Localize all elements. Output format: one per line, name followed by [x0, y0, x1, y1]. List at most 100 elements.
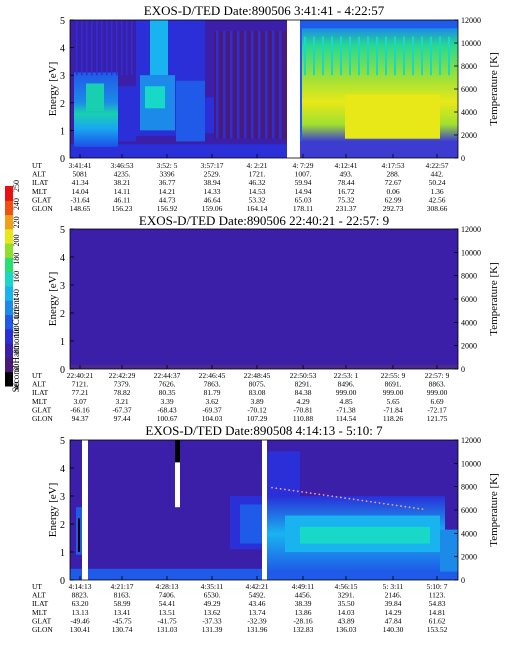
orbit-cell: 4.85 [339, 397, 352, 406]
spectrogram-stripe [183, 20, 185, 81]
spectrogram-stripe [265, 31, 268, 139]
panel-1: EXOS-D/TED Date:890506 3:41:41 - 4:22:57… [32, 3, 500, 213]
spectrogram-stripe [101, 20, 103, 76]
spectrogram-stripe [394, 36, 396, 76]
temperature-dot [374, 501, 377, 504]
temperature-dot [421, 508, 424, 511]
orbit-cell: 100.67 [157, 414, 178, 423]
spectrogram-stripe [412, 36, 414, 76]
orbit-cell: -66.16 [70, 405, 90, 414]
orbit-cell: 54.41 [159, 599, 176, 608]
colorbar-swatch [5, 228, 13, 244]
orbit-cell: -31.64 [70, 195, 90, 204]
orbit-cell: 7626. [159, 380, 176, 389]
orbit-cell: 6.69 [430, 397, 443, 406]
orbit-row-label: ILAT [32, 388, 49, 397]
orbit-cell: 78.82 [114, 388, 131, 397]
y2-tick-label: 0 [461, 576, 465, 585]
spectrogram-stripe [349, 36, 351, 76]
orbit-cell: 7379. [114, 380, 131, 389]
orbit-cell: 4:28:13 [156, 582, 179, 591]
orbit-cell: 22:44:37 [154, 371, 181, 380]
colorbar-swatch [5, 271, 13, 287]
data-gap [82, 440, 88, 580]
colorbar-tick-label: 60 [12, 364, 21, 372]
orbit-cell: 22:57: 9 [425, 371, 450, 380]
y2-tick-label: 4000 [461, 318, 477, 327]
spectrogram-stripe [251, 31, 254, 139]
colorbar-tick-label: 40 [12, 382, 21, 390]
orbit-cell: 4:56:15 [335, 582, 358, 591]
orbit-cell: 13.74 [249, 608, 266, 617]
y2-axis-label: Temperature [K] [488, 262, 500, 335]
orbit-cell: 140.30 [383, 625, 404, 634]
orbit-cell: 16.72 [338, 187, 355, 196]
y2-tick-label: 12000 [461, 225, 481, 234]
y-tick-label: 0 [60, 154, 65, 165]
colorbar-tick-label: 160 [12, 271, 21, 283]
orbit-cell: 156.92 [157, 204, 178, 213]
orbit-cell: -72.17 [427, 405, 447, 414]
orbit-cell: 50.24 [429, 178, 446, 187]
spectrogram-stripe [188, 20, 190, 81]
orbit-cell: 13.62 [204, 608, 221, 617]
spectrogram-stripe [106, 20, 108, 76]
orbit-cell: 94.37 [72, 414, 89, 423]
temperature-dot [404, 505, 407, 508]
orbit-cell: 14.29 [385, 608, 402, 617]
spectrogram-stripe [96, 20, 98, 76]
colorbar-swatch [5, 186, 13, 201]
orbit-cell: 999.00 [427, 388, 448, 397]
orbit-cell: 8691. [385, 380, 402, 389]
orbit-cell: 4235. [114, 170, 131, 179]
orbit-cell: 3291. [338, 591, 355, 600]
y2-tick-label: 10000 [461, 248, 481, 257]
spectrogram-stripe [131, 20, 133, 76]
orbit-cell: 3:46:53 [111, 161, 134, 170]
orbit-cell: -71.84 [383, 405, 403, 414]
orbit-cell: 292.73 [383, 204, 404, 213]
orbit-cell: 5: 3:11 [383, 582, 404, 591]
orbit-cell: 80.35 [159, 388, 176, 397]
y2-tick-label: 10000 [461, 459, 481, 468]
colorbar-tick-label: 220 [12, 216, 21, 228]
orbit-cell: 7863. [204, 380, 221, 389]
y-tick-label: 1 [60, 548, 65, 559]
orbit-row-label: MLT [32, 187, 48, 196]
spectrogram-cell [70, 144, 300, 158]
orbit-cell: 22:50:53 [290, 371, 317, 380]
spectrogram-stripe [178, 20, 180, 81]
orbit-cell: 3:41:41 [69, 161, 92, 170]
orbit-cell: 62.99 [385, 195, 402, 204]
orbit-cell: -70.12 [247, 405, 267, 414]
orbit-cell: 4:35:11 [201, 582, 224, 591]
y2-tick-label: 8000 [461, 272, 477, 281]
orbit-cell: 14.11 [114, 187, 131, 196]
orbit-cell: 308.66 [427, 204, 448, 213]
spectrogram-stripe [244, 31, 247, 139]
spectrogram-stripe [111, 20, 113, 76]
orbit-cell: 4:17:53 [382, 161, 405, 170]
orbit-cell: 110.88 [293, 414, 314, 423]
colorbar-swatch [5, 314, 13, 330]
spectrogram-cell [78, 518, 80, 552]
orbit-cell: 13.41 [114, 608, 131, 617]
colorbar-swatch [5, 257, 13, 273]
orbit-cell: 5081 [73, 170, 88, 179]
colorbar-tick-label: 140 [12, 289, 21, 301]
spectrogram-stripe [304, 36, 306, 76]
temperature-dot [378, 502, 381, 504]
y-tick-label: 0 [60, 365, 65, 376]
orbit-cell: 131.39 [202, 625, 223, 634]
orbit-cell: 131.96 [247, 625, 268, 634]
orbit-cell: 118.26 [383, 414, 404, 423]
orbit-cell: 999.00 [383, 388, 404, 397]
orbit-cell: 493. [339, 170, 352, 179]
spectrogram-stripe [81, 20, 83, 76]
orbit-cell: 38.21 [114, 178, 131, 187]
orbit-row-label: ALT [32, 170, 46, 179]
orbit-cell: 36.77 [159, 178, 176, 187]
spectrogram-stripe [237, 31, 240, 139]
spectrogram-area [70, 20, 458, 158]
colorbar-swatch [5, 300, 13, 316]
